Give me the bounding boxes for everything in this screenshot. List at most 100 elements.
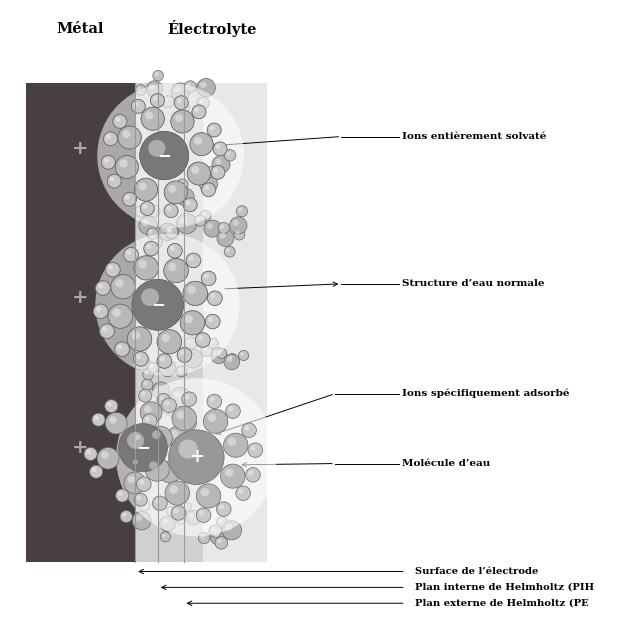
Circle shape [218,519,222,523]
Circle shape [194,107,199,112]
Circle shape [133,354,150,370]
Circle shape [171,505,186,520]
Circle shape [227,354,238,364]
Circle shape [220,224,224,229]
Circle shape [187,286,196,294]
Circle shape [151,93,164,107]
Circle shape [112,309,121,317]
Circle shape [115,342,129,356]
Circle shape [122,192,137,206]
Circle shape [144,381,147,385]
Circle shape [225,524,232,531]
Circle shape [134,493,147,506]
Text: Plan externe de Helmholtz (PE: Plan externe de Helmholtz (PE [415,599,589,608]
Circle shape [171,430,178,438]
Circle shape [213,142,227,156]
Circle shape [218,222,229,234]
Circle shape [167,243,182,258]
Circle shape [180,311,205,335]
Circle shape [204,220,221,237]
Circle shape [135,178,158,201]
Circle shape [178,516,181,520]
Circle shape [137,477,151,491]
Circle shape [118,424,167,472]
Circle shape [107,402,111,406]
Circle shape [189,513,194,518]
Circle shape [102,326,108,331]
Circle shape [120,511,133,523]
Text: Ions spécifiquement adsorbé: Ions spécifiquement adsorbé [402,389,570,398]
Circle shape [105,412,127,434]
Circle shape [183,198,197,211]
Circle shape [213,168,218,173]
Circle shape [153,399,165,411]
Circle shape [208,317,213,322]
Circle shape [164,204,178,218]
Circle shape [106,262,120,277]
Circle shape [133,432,147,447]
Circle shape [131,331,140,340]
Circle shape [108,174,121,188]
Circle shape [210,340,213,344]
Circle shape [141,392,146,396]
Circle shape [148,140,166,157]
Circle shape [128,327,152,351]
Circle shape [177,102,189,113]
Circle shape [236,206,247,217]
Circle shape [113,114,127,128]
Circle shape [221,464,245,488]
Circle shape [157,330,182,354]
Circle shape [170,246,175,251]
Circle shape [207,223,213,229]
Circle shape [171,110,194,133]
Circle shape [175,114,183,122]
Circle shape [143,369,153,380]
Circle shape [155,72,158,76]
Circle shape [131,100,146,113]
Circle shape [168,508,172,512]
Circle shape [160,356,165,361]
Circle shape [204,274,209,279]
Circle shape [197,79,215,97]
Circle shape [205,314,220,329]
Circle shape [183,471,188,476]
Circle shape [219,504,224,509]
Circle shape [166,226,178,239]
Circle shape [155,401,160,405]
Text: +: + [72,290,89,307]
Circle shape [184,504,187,507]
Circle shape [176,98,182,103]
Circle shape [95,234,240,376]
Circle shape [201,271,216,286]
Circle shape [189,256,194,261]
Circle shape [187,83,191,87]
Circle shape [189,435,202,448]
Circle shape [140,131,189,180]
Circle shape [189,256,194,261]
Circle shape [216,144,220,149]
Circle shape [92,467,97,472]
Circle shape [144,406,151,413]
Circle shape [187,339,191,344]
Circle shape [133,352,148,366]
Circle shape [104,132,117,145]
Circle shape [108,304,133,328]
Circle shape [151,236,162,248]
Circle shape [118,126,141,149]
Circle shape [94,415,99,420]
Circle shape [167,426,189,448]
Circle shape [174,391,181,398]
Circle shape [195,333,210,347]
Circle shape [102,326,108,331]
Circle shape [195,333,210,347]
Circle shape [109,177,115,182]
Circle shape [124,248,138,262]
Circle shape [138,260,147,269]
Circle shape [186,253,201,268]
Circle shape [200,210,211,222]
Circle shape [157,354,172,368]
Circle shape [106,135,111,139]
Bar [203,83,267,562]
Circle shape [165,481,189,505]
Circle shape [134,256,158,280]
